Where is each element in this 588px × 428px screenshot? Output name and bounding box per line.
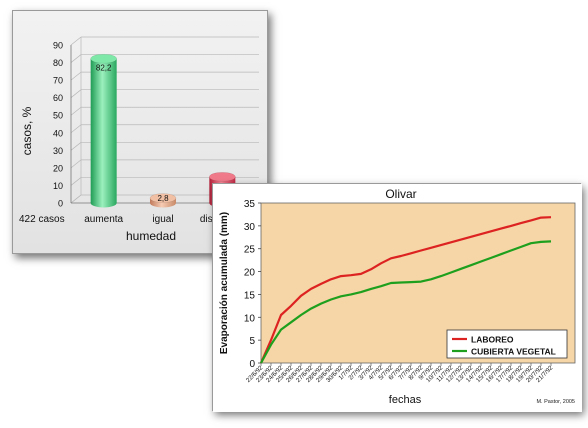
bar-value-label: 82,2 (96, 64, 112, 73)
bar-body (90, 58, 117, 204)
bar-top (209, 172, 236, 182)
bar-y-tick-label: 70 (53, 76, 63, 86)
bar-y-tick-label: 40 (53, 128, 63, 138)
bar-grid-diag (70, 159, 82, 169)
bar-chart-x-label: humedad (126, 229, 176, 243)
line-y-tick-label: 20 (244, 268, 256, 279)
bar-grid-diag (70, 106, 82, 116)
line-chart-panel: Olivar 0 5 10 15 20 25 30 35 22/6/92 23/6/92 24/6/… (212, 183, 582, 412)
bar-value-label: 2,8 (157, 194, 169, 203)
line-series-cubierta-vegetal (260, 240, 552, 364)
legend-box (446, 329, 568, 359)
bar-grid-diag (70, 36, 82, 46)
bar-top (90, 53, 117, 64)
bar-category-label: igual (152, 214, 173, 225)
line-chart-series (259, 216, 552, 364)
line-y-tick-label: 10 (244, 313, 256, 324)
line-y-tick-label: 5 (249, 336, 255, 347)
bar-floor-edge (70, 194, 82, 204)
bar-chart-y-label: casos, % (20, 106, 34, 155)
line-y-tick-label: 35 (244, 199, 256, 210)
bar-y-tick-label: 10 (53, 181, 63, 191)
bar-chart-panel: 0 10 20 30 40 50 60 70 80 90 82,2 aumenta 2,8 igual 1… (12, 10, 268, 254)
bar-y-tick-label: 20 (53, 163, 63, 173)
line-y-tick-label: 25 (244, 245, 256, 256)
legend-label: CUBIERTA VEGETAL (471, 347, 556, 357)
line-chart-legend: LABOREO CUBIERTA VEGETAL (446, 329, 568, 359)
line-y-tick-label: 15 (244, 290, 256, 301)
bar-y-tick-label: 80 (53, 58, 63, 68)
line-chart-axis: 0510152025303522/6/9223/6/9224/6/9225/6/… (244, 199, 555, 384)
bar-chart-axis: 0 10 20 30 40 50 60 70 80 90 (53, 41, 249, 209)
bar-grid-diag (70, 142, 82, 151)
bar-grid-diag (70, 71, 82, 81)
bar-aumenta: 82,2 aumenta (84, 53, 124, 225)
line-series-laboreo (259, 216, 552, 364)
bar-grid-diag (70, 54, 82, 63)
bar-y-tick-label: 60 (53, 93, 63, 103)
line-chart-y-label: Evaporación acumulada (mm) (219, 212, 230, 354)
line-chart-credit: M. Pastor, 2005 (536, 399, 575, 405)
line-chart-x-label: fechas (389, 394, 422, 406)
bar-chart-case-count: 422 casos (19, 214, 65, 225)
bar-category-label: aumenta (84, 214, 123, 225)
bar-grid-diag (70, 124, 82, 134)
bar-y-tick-label: 30 (53, 146, 63, 156)
bar-y-tick-label: 50 (53, 111, 63, 121)
bar-igual: 2,8 igual (149, 193, 177, 225)
bar-grid-diag (70, 177, 82, 186)
bar-y-tick-label: 90 (53, 41, 63, 51)
bar-top (149, 193, 177, 203)
line-chart-title: Olivar (385, 187, 416, 201)
line-y-tick-label: 30 (244, 222, 256, 233)
legend-label: LABOREO (471, 335, 514, 345)
bar-y-tick-label: 0 (58, 199, 63, 209)
line-y-tick-label: 0 (249, 359, 255, 370)
line-chart: Olivar 0510152025303522/6/9223/6/9224/6/… (213, 184, 582, 412)
bar-grid-diag (70, 89, 82, 98)
